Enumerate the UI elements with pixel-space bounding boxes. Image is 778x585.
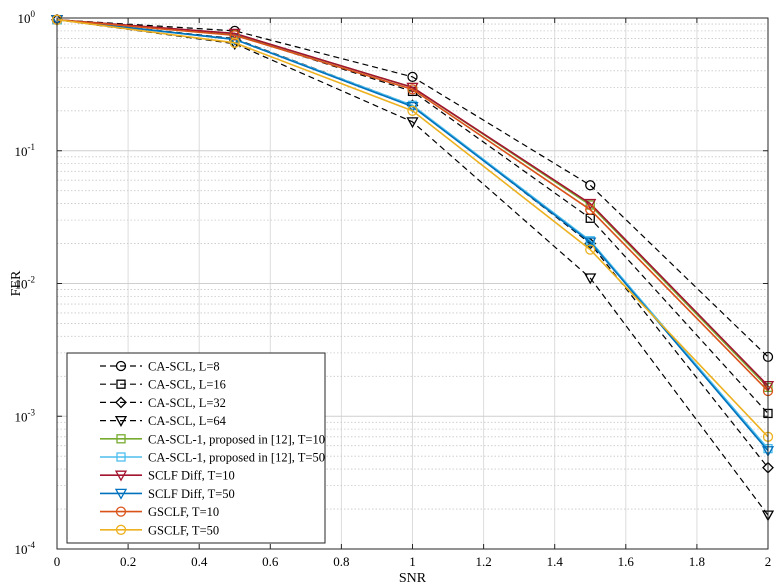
data-point-marker xyxy=(406,117,419,129)
x-tick-label: 0 xyxy=(54,554,61,569)
x-tick-label: 0.6 xyxy=(262,554,279,569)
x-tick-label: 1 xyxy=(409,554,416,569)
x-tick-label: 1.8 xyxy=(689,554,705,569)
legend-marker xyxy=(114,488,128,500)
y-tick-label: 10-3 xyxy=(15,407,36,424)
legend-label: CA-SCL-1, proposed in [12], T=50 xyxy=(148,451,325,465)
legend-marker xyxy=(116,379,126,389)
x-tick-label: 1.2 xyxy=(475,554,491,569)
x-tick-label: 2 xyxy=(765,554,772,569)
axis-ticks: 0 0.2 0.4 0.6 0.8 1 1.2 1.4 1.6 1.8 2 100 10-1 10-2 10… xyxy=(15,9,772,569)
legend-entry: CA-SCL-1, proposed in [12], T=50 xyxy=(100,451,325,465)
data-point-marker xyxy=(407,84,418,95)
legend-label: SCLF Diff, T=50 xyxy=(148,487,235,501)
x-axis-label: SNR xyxy=(399,571,427,585)
data-point-marker xyxy=(585,204,596,215)
legend-label: CA-SCL-1, proposed in [12], T=10 xyxy=(148,432,325,446)
legend-entry: GSCLF, T=10 xyxy=(100,505,219,519)
data-point-marker xyxy=(228,28,241,40)
legend-entry: CA-SCL, L=8 xyxy=(100,360,220,374)
legend-marker xyxy=(115,396,127,409)
y-tick-label: 10-4 xyxy=(15,540,36,557)
legend-marker xyxy=(115,360,127,372)
legend-entry: GSCLF, T=50 xyxy=(100,523,219,537)
data-point-marker xyxy=(584,237,597,249)
series-line xyxy=(56,19,769,358)
legend-entry: CA-SCL-1, proposed in [12], T=10 xyxy=(100,432,325,446)
data-point-marker xyxy=(407,105,418,116)
series-line xyxy=(56,18,769,392)
legend-marker xyxy=(115,506,127,517)
y-axis-label: FER xyxy=(9,270,24,296)
legend: CA-SCL, L=8 CA-SCL, L=16 CA-SCL, L=32 CA-SC… xyxy=(66,352,326,544)
data-point-marker xyxy=(585,180,596,191)
data-point-marker xyxy=(584,273,597,285)
series-line xyxy=(56,19,769,516)
data-point-marker xyxy=(584,198,597,210)
data-point-marker xyxy=(585,244,596,255)
legend-label: CA-SCL, L=16 xyxy=(148,378,226,392)
series-line xyxy=(56,18,769,438)
legend-label: CA-SCL, L=64 xyxy=(148,414,227,428)
legend-label: CA-SCL, L=32 xyxy=(148,396,226,410)
legend-entry: CA-SCL, L=32 xyxy=(100,396,226,410)
x-tick-label: 1.6 xyxy=(618,554,635,569)
legend-entry: CA-SCL, L=64 xyxy=(100,414,227,428)
x-tick-label: 0.4 xyxy=(191,554,208,569)
data-point-marker xyxy=(229,37,240,48)
legend-label: SCLF Diff, T=10 xyxy=(148,469,235,483)
y-tick-label: 100 xyxy=(18,9,36,26)
series-lines xyxy=(50,13,775,522)
legend-marker xyxy=(114,470,128,482)
y-tick-label: 10-1 xyxy=(15,142,36,159)
legend-entry: CA-SCL, L=16 xyxy=(100,378,226,392)
legend-marker xyxy=(115,524,127,535)
legend-marker xyxy=(116,452,126,462)
legend-label: GSCLF, T=50 xyxy=(148,523,219,537)
data-point-marker xyxy=(229,30,240,41)
legend-entry: SCLF Diff, T=50 xyxy=(100,487,235,501)
x-tick-label: 1.4 xyxy=(547,554,564,569)
legend-marker xyxy=(116,434,126,444)
series-line xyxy=(56,18,769,387)
x-tick-label: 0.8 xyxy=(333,554,349,569)
legend-marker xyxy=(114,415,128,427)
legend-entry: SCLF Diff, T=10 xyxy=(100,469,235,483)
x-tick-label: 0.2 xyxy=(120,554,136,569)
y-tick-label: 10-2 xyxy=(15,275,36,292)
legend-label: CA-SCL, L=8 xyxy=(148,360,220,374)
grid xyxy=(57,18,768,549)
legend-label: GSCLF, T=10 xyxy=(148,505,219,519)
data-point-marker xyxy=(407,71,418,83)
